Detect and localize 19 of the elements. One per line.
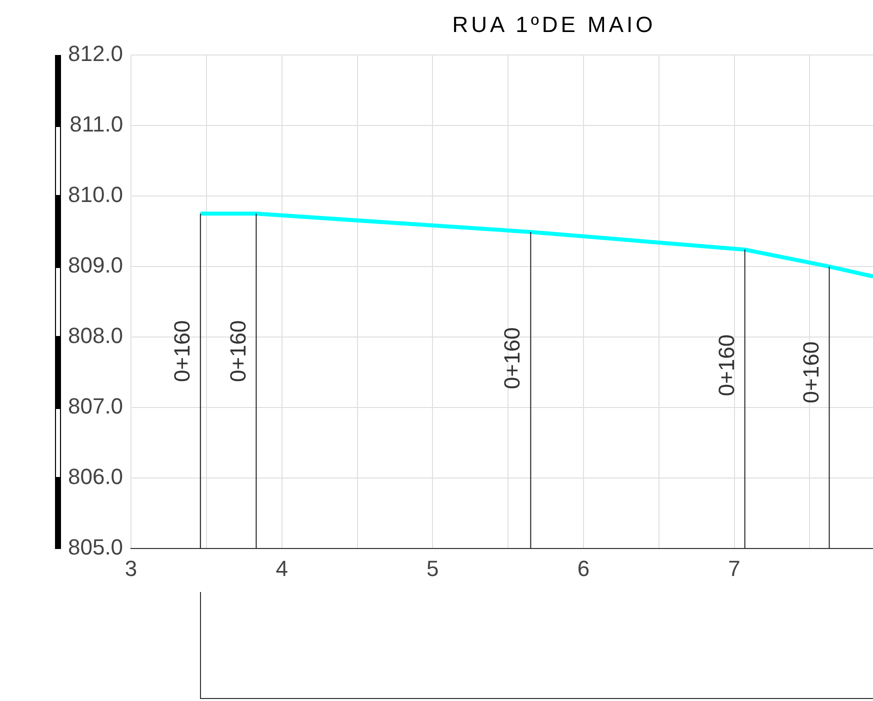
y-tick-label: 809.0 [68,252,124,278]
y-tick-label: 806.0 [68,464,124,490]
y-tick-label: 807.0 [68,394,124,419]
y-tick-label: 810.0 [68,182,124,208]
annotation: 0+160 [169,320,194,382]
x-tick-label: 3 [124,556,138,581]
x-tick-label: 7 [728,556,740,581]
x-tick-label: 4 [276,556,288,581]
annotation: 0+160 [714,334,739,396]
annotation: 0+160 [500,327,525,390]
x-tick-label: 6 [577,556,590,581]
x-tick-label: 5 [426,556,439,581]
y-tick-label: 811.0 [70,112,124,137]
chart-title: RUA 1ºDE MAIO [451,12,657,38]
y-tick-label: 805.0 [68,534,124,560]
annotation: 0+160 [225,320,250,382]
y-tick-label: 812.0 [68,41,124,66]
y-tick-label: 808.0 [68,323,124,348]
annotation: 0+160 [798,341,824,404]
